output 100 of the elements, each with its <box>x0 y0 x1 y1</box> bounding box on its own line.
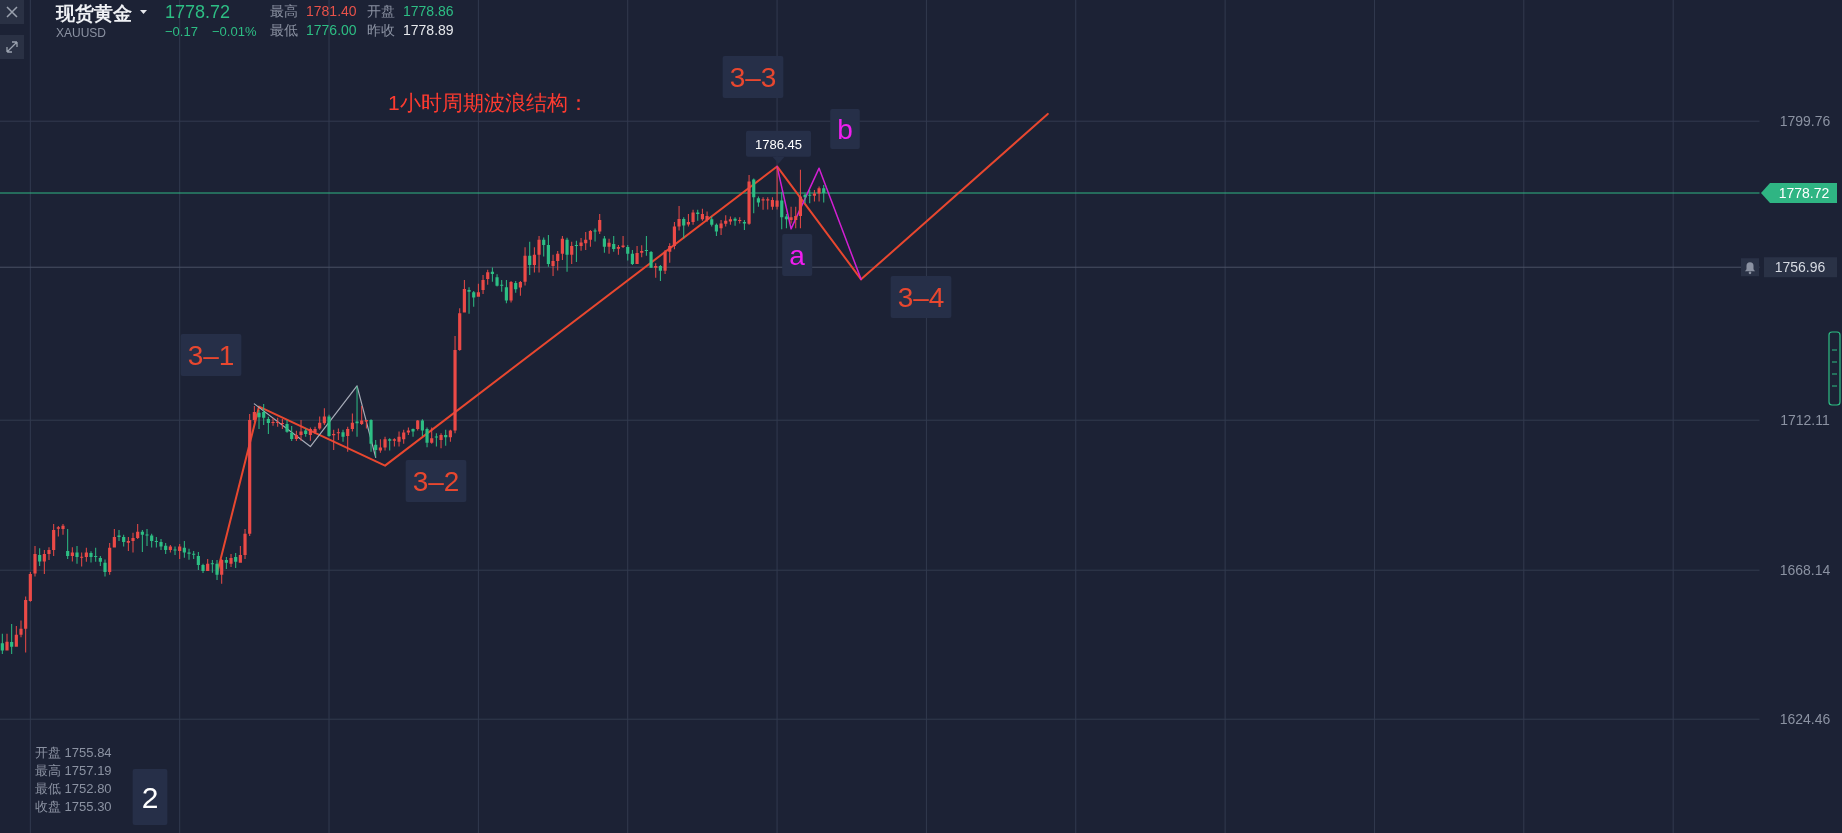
annotation: 最低 1752.80 <box>35 780 112 796</box>
candlestick <box>644 236 648 256</box>
annotation: 1786.45 <box>746 130 811 164</box>
candlestick <box>33 546 37 577</box>
annotation: 1776.00 <box>306 22 357 38</box>
annotation: 3–4 <box>897 281 945 313</box>
annotation: 最高 1757.19 <box>35 762 112 778</box>
candlestick <box>406 427 410 435</box>
candlestick <box>574 240 578 262</box>
annotation: 开盘 1755.84 <box>35 744 112 760</box>
candlestick <box>537 236 541 273</box>
annotation: 2 <box>132 769 168 825</box>
candlestick <box>332 429 336 450</box>
candlestick <box>369 419 373 452</box>
candlestick <box>593 228 597 242</box>
candlestick <box>789 206 793 224</box>
annotation: 1781.40 <box>306 3 357 19</box>
candlestick <box>649 251 653 269</box>
annotation: 3–1 <box>187 339 235 371</box>
annotation: 1778.72 <box>165 2 231 22</box>
candlestick <box>19 620 23 638</box>
candlestick <box>215 560 219 580</box>
candlestick <box>299 419 303 441</box>
candlestick <box>654 263 658 278</box>
annotation: 3–2 <box>405 460 467 502</box>
annotation: −0.17 <box>165 23 198 39</box>
candlestick <box>388 438 392 451</box>
candlestick <box>117 530 121 542</box>
annotation: 1778.89 <box>403 22 454 38</box>
candlestick <box>271 417 275 426</box>
candlestick <box>430 427 434 444</box>
annotation: a <box>789 239 806 271</box>
candlestick <box>551 254 555 276</box>
candlestick <box>285 419 289 433</box>
candlestick <box>159 538 163 550</box>
candlestick <box>355 386 359 437</box>
candlestick <box>453 336 457 434</box>
candlestick <box>523 247 527 286</box>
annotation: 3–2 <box>412 465 460 497</box>
candlestick <box>103 559 107 577</box>
candlestick <box>607 238 611 254</box>
candlestick <box>635 245 639 265</box>
candlestick <box>173 546 177 555</box>
candlestick <box>663 250 667 274</box>
candlestick <box>509 281 513 303</box>
candlestick <box>341 429 345 442</box>
candlestick <box>145 529 149 547</box>
annotation: 1778.86 <box>403 3 454 19</box>
candlestick <box>397 431 401 447</box>
annotation: 1小时周期波浪结构： <box>388 90 589 114</box>
candlestick <box>677 206 681 231</box>
candlestick <box>761 197 765 210</box>
candlestick <box>80 552 84 567</box>
candlestick <box>640 245 644 258</box>
annotation: 昨收 <box>367 22 395 38</box>
candlestick <box>733 217 737 226</box>
candlestick <box>411 428 415 437</box>
candlestick <box>131 532 135 553</box>
candlestick <box>579 238 583 251</box>
annotation: 最低 <box>270 22 298 38</box>
annotation: 3–3 <box>729 61 777 93</box>
candlestick <box>817 186 821 202</box>
candlestick <box>747 174 751 225</box>
annotation: −0.01% <box>212 23 257 39</box>
candlestick <box>47 547 51 561</box>
candlestick <box>280 418 284 430</box>
candlestick <box>616 244 620 255</box>
candlestick <box>243 529 247 560</box>
candlestick <box>187 548 191 560</box>
annotation: 开盘 <box>367 3 395 19</box>
annotation: b <box>830 109 860 149</box>
header: 现货黄金 XAUUSD <box>56 2 132 40</box>
candlestick <box>192 550 196 560</box>
candlestick <box>565 237 569 272</box>
y-tick-label: 1799.76 <box>1779 113 1831 130</box>
candlestick <box>621 236 625 248</box>
candlestick <box>327 414 331 437</box>
candlestick <box>210 560 214 573</box>
annotation: 1786.45 <box>755 136 802 152</box>
candlestick <box>229 553 233 567</box>
y-tick-label: 1624.46 <box>1779 711 1831 728</box>
candlestick <box>434 433 438 447</box>
annotation: a <box>782 234 813 276</box>
annotation: 3–4 <box>890 276 952 318</box>
candlestick <box>481 274 485 295</box>
candlestick <box>126 536 130 551</box>
candlestick <box>383 436 387 451</box>
candlestick <box>439 433 443 449</box>
candlestick <box>467 287 471 314</box>
candlestick <box>705 211 709 222</box>
annotation: 2 <box>141 780 159 814</box>
candlestick <box>490 267 494 282</box>
y-tick-label: 1712.11 <box>1780 412 1830 429</box>
candlestick <box>5 633 9 651</box>
ref-line-label: 1756.96 <box>1774 259 1826 276</box>
candlestick <box>75 546 79 564</box>
candlestick <box>201 563 205 574</box>
line-series <box>253 385 377 459</box>
candlestick <box>775 166 779 210</box>
ref-line-label: 1778.72 <box>1778 185 1830 201</box>
